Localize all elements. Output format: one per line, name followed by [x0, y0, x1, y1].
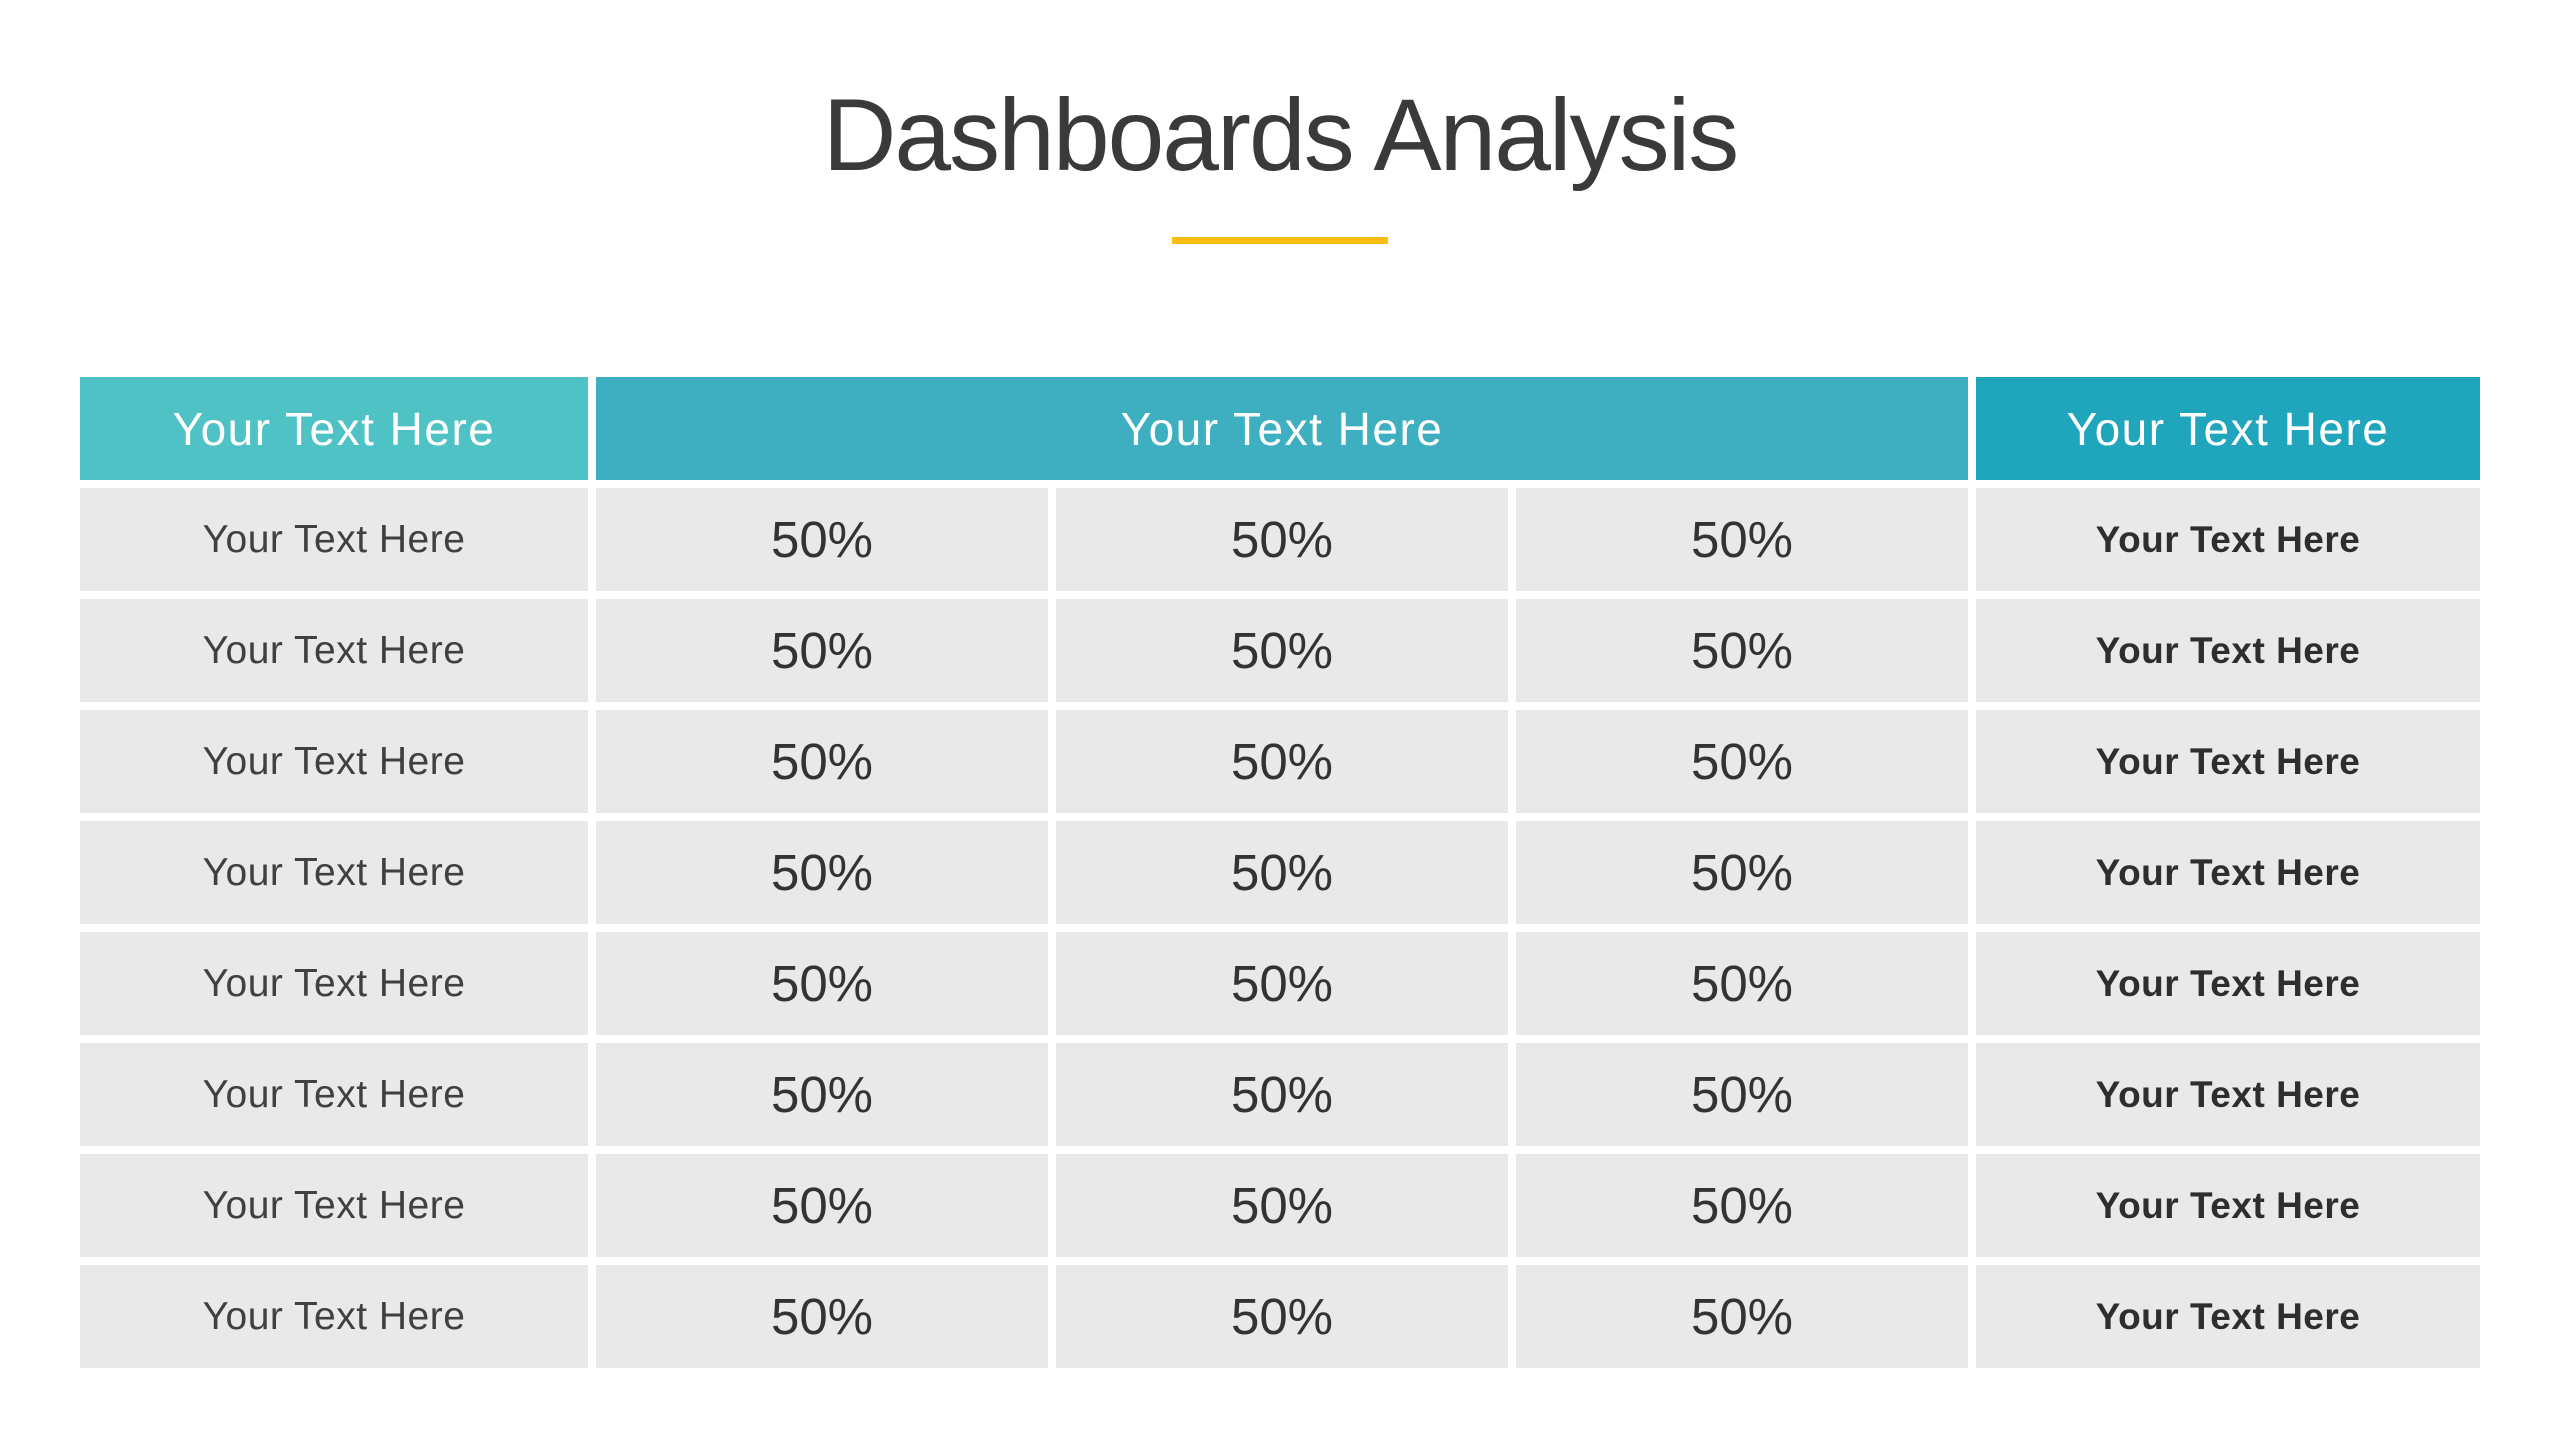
row-percent-cell-3: 50% [1516, 488, 1968, 591]
row-percent-cell-3: 50% [1516, 1154, 1968, 1257]
table-header-left: Your Text Here [80, 377, 588, 480]
title-divider-bar [1172, 237, 1388, 244]
row-note-cell: Your Text Here [1976, 1043, 2480, 1146]
row-note-cell: Your Text Here [1976, 821, 2480, 924]
row-note-cell: Your Text Here [1976, 710, 2480, 813]
slide-title: Dashboards Analysis [822, 78, 1740, 192]
row-percent-cell-2: 50% [1056, 1265, 1508, 1368]
row-percent-cell-2: 50% [1056, 488, 1508, 591]
row-percent-cell-1: 50% [596, 1043, 1048, 1146]
row-label-cell: Your Text Here [80, 488, 588, 591]
table-header-middle: Your Text Here [596, 377, 1968, 480]
row-percent-cell-1: 50% [596, 488, 1048, 591]
row-percent-cell-3: 50% [1516, 599, 1968, 702]
row-percent-cell-3: 50% [1516, 710, 1968, 813]
row-percent-cell-2: 50% [1056, 821, 1508, 924]
row-label-cell: Your Text Here [80, 1043, 588, 1146]
row-label-cell: Your Text Here [80, 821, 588, 924]
row-label-cell: Your Text Here [80, 710, 588, 813]
row-percent-cell-2: 50% [1056, 932, 1508, 1035]
row-percent-cell-1: 50% [596, 710, 1048, 813]
row-percent-cell-1: 50% [596, 821, 1048, 924]
row-percent-cell-3: 50% [1516, 1043, 1968, 1146]
row-percent-cell-1: 50% [596, 1265, 1048, 1368]
table-header-right: Your Text Here [1976, 377, 2480, 480]
row-note-cell: Your Text Here [1976, 1154, 2480, 1257]
row-note-cell: Your Text Here [1976, 1265, 2480, 1368]
row-percent-cell-1: 50% [596, 1154, 1048, 1257]
row-label-cell: Your Text Here [80, 599, 588, 702]
row-percent-cell-1: 50% [596, 599, 1048, 702]
row-note-cell: Your Text Here [1976, 932, 2480, 1035]
row-label-cell: Your Text Here [80, 1265, 588, 1368]
analysis-table: Your Text Here Your Text Here Your Text … [80, 377, 2480, 1368]
row-percent-cell-2: 50% [1056, 599, 1508, 702]
row-percent-cell-3: 50% [1516, 821, 1968, 924]
row-note-cell: Your Text Here [1976, 599, 2480, 702]
row-percent-cell-1: 50% [596, 932, 1048, 1035]
row-percent-cell-3: 50% [1516, 1265, 1968, 1368]
row-percent-cell-2: 50% [1056, 710, 1508, 813]
row-percent-cell-2: 50% [1056, 1154, 1508, 1257]
row-label-cell: Your Text Here [80, 932, 588, 1035]
row-label-cell: Your Text Here [80, 1154, 588, 1257]
row-percent-cell-2: 50% [1056, 1043, 1508, 1146]
row-percent-cell-3: 50% [1516, 932, 1968, 1035]
row-note-cell: Your Text Here [1976, 488, 2480, 591]
